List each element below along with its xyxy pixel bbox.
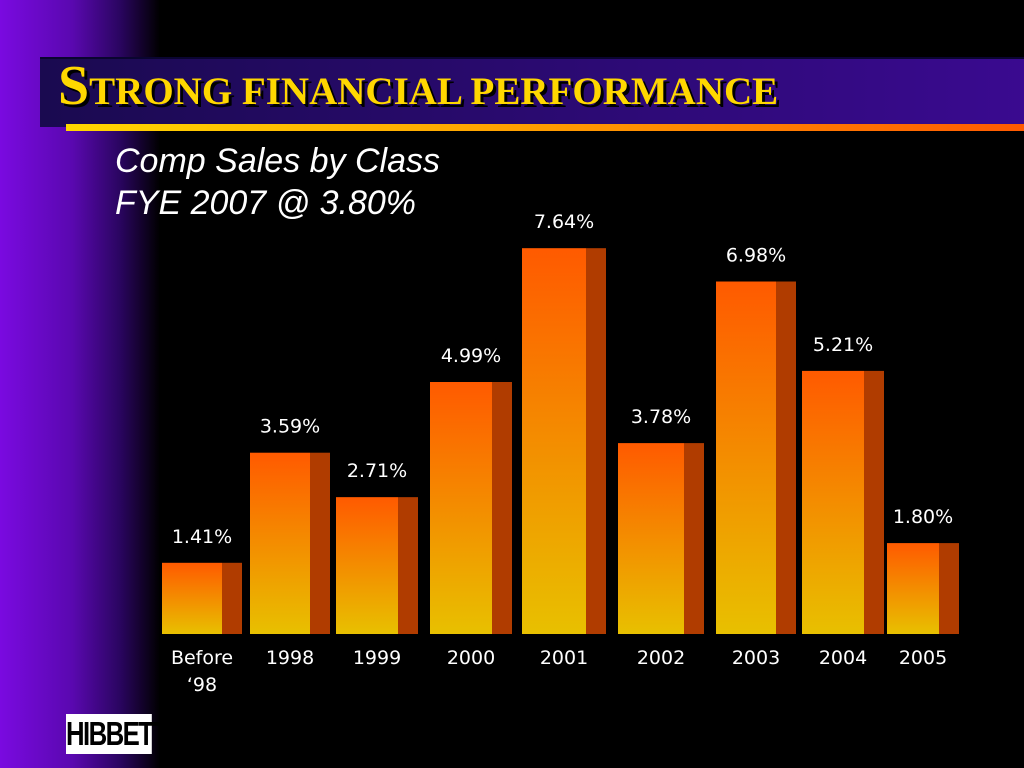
slide-title: STRONG FINANCIAL PERFORMANCE [58,54,778,118]
subtitle-line-2: FYE 2007 @ 3.80% [115,184,417,222]
category-label: 2003 [732,647,780,669]
bar-front [522,248,586,634]
category-label: 2000 [447,647,495,669]
title-bar [40,57,1024,127]
bar-2000 [430,382,512,634]
category-label: 2004 [819,647,867,669]
value-label: 1.80% [893,506,953,528]
value-label: 3.78% [631,406,691,428]
bar-2004 [802,370,884,634]
slide-title-rest: TRONG FINANCIAL PERFORMANCE [89,70,779,113]
title-underline [66,124,1024,131]
bar-2003 [716,281,796,634]
chart-subtitle: Comp Sales by Class FYE 2007 @ 3.80% [115,140,440,224]
hibbett-logo: HIBBETT [66,714,168,754]
category-label: 2005 [899,647,947,669]
bar-front [430,382,492,634]
bar-2002 [618,443,704,634]
subtitle-line-1: Comp Sales by Class [115,142,441,180]
bar-1999 [336,497,418,634]
value-label: 6.98% [726,245,786,267]
bar-2001 [522,248,606,634]
category-label: 2002 [637,647,685,669]
bar-1998 [250,452,330,634]
bar-2005 [887,543,959,634]
value-label: 2.71% [347,460,407,482]
slide-title-initial: S [58,55,90,117]
category-label: 1998 [266,647,314,669]
category-label: 2001 [540,647,588,669]
category-label: Before [171,647,233,669]
bar-side [939,543,959,634]
bar-front [802,370,864,634]
bar-side [222,562,242,634]
bar-side [776,281,796,634]
bar-side [586,248,606,634]
category-label: 1999 [353,647,401,669]
bar-front [250,452,310,634]
bar-front [336,497,398,634]
bar-side [398,497,418,634]
bar-side [492,382,512,634]
value-label: 4.99% [441,345,501,367]
bar-front [162,562,222,634]
bar-side [864,370,884,634]
category-label: ‘98 [187,674,217,696]
bar-front [618,443,684,634]
value-label: 3.59% [260,416,320,438]
bar-front [716,281,776,634]
bar-side [684,443,704,634]
bar-side [310,452,330,634]
bar-Before ‘98 [162,562,242,634]
value-label: 5.21% [813,334,873,356]
bar-front [887,543,939,634]
value-label: 7.64% [534,211,594,233]
value-label: 1.41% [172,526,232,548]
